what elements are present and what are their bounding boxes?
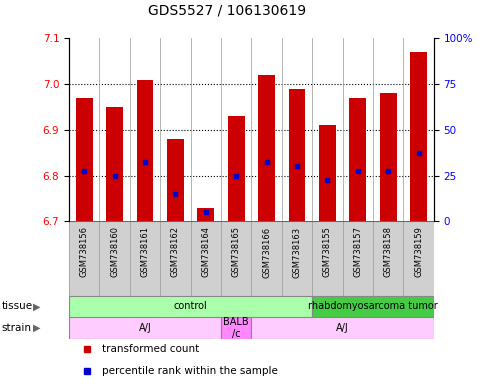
- Text: percentile rank within the sample: percentile rank within the sample: [102, 366, 278, 376]
- Bar: [198, 208, 214, 221]
- Bar: [228, 116, 245, 221]
- Bar: [312, 296, 434, 317]
- Text: GSM738164: GSM738164: [201, 227, 211, 278]
- Text: A/J: A/J: [336, 323, 349, 333]
- Text: GSM738157: GSM738157: [353, 227, 362, 278]
- Bar: [69, 296, 312, 317]
- Bar: [76, 98, 93, 221]
- Text: GSM738162: GSM738162: [171, 227, 180, 278]
- Text: tissue: tissue: [1, 301, 33, 311]
- Text: rhabdomyosarcoma tumor: rhabdomyosarcoma tumor: [308, 301, 438, 311]
- Text: GSM738159: GSM738159: [414, 227, 423, 277]
- Text: control: control: [174, 301, 208, 311]
- Text: strain: strain: [1, 323, 32, 333]
- Text: A/J: A/J: [139, 323, 151, 333]
- Bar: [350, 98, 366, 221]
- Text: GSM738156: GSM738156: [80, 227, 89, 278]
- Text: GSM738161: GSM738161: [141, 227, 149, 278]
- Text: GSM738166: GSM738166: [262, 227, 271, 278]
- Text: GSM738163: GSM738163: [292, 227, 302, 278]
- Text: transformed count: transformed count: [102, 344, 199, 354]
- Text: GSM738160: GSM738160: [110, 227, 119, 278]
- Text: ▶: ▶: [33, 323, 40, 333]
- Text: GSM738155: GSM738155: [323, 227, 332, 277]
- Bar: [319, 125, 336, 221]
- Text: GSM738165: GSM738165: [232, 227, 241, 278]
- Bar: [251, 317, 434, 339]
- Bar: [380, 93, 396, 221]
- Text: GDS5527 / 106130619: GDS5527 / 106130619: [148, 3, 306, 17]
- Bar: [289, 89, 305, 221]
- Bar: [167, 139, 184, 221]
- Bar: [221, 317, 251, 339]
- Text: BALB
/c: BALB /c: [223, 317, 249, 339]
- Bar: [69, 317, 221, 339]
- Bar: [106, 107, 123, 221]
- Text: ▶: ▶: [33, 301, 40, 311]
- Text: GSM738158: GSM738158: [384, 227, 393, 278]
- Bar: [258, 75, 275, 221]
- Bar: [137, 79, 153, 221]
- Bar: [410, 52, 427, 221]
